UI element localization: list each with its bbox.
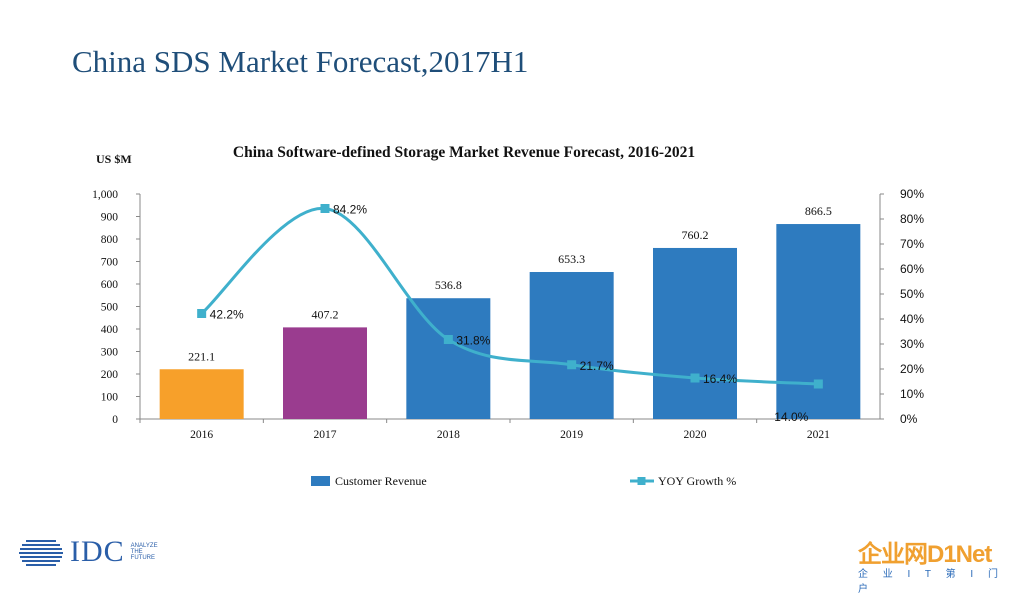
revenue-bar-label: 760.2 xyxy=(682,228,709,242)
revenue-bar xyxy=(159,369,244,419)
y-left-tick-label: 0 xyxy=(112,414,118,426)
y-left-tick-label: 1,000 xyxy=(92,189,118,201)
yoy-growth-line xyxy=(200,206,819,386)
watermark-subtext: 企 业 I T 第 I 门 户 xyxy=(858,569,1004,595)
y-left-tick-label: 300 xyxy=(101,347,119,359)
y-left-tick-label: 800 xyxy=(101,234,119,246)
idc-logo-text: IDC xyxy=(70,535,125,568)
yoy-growth-point xyxy=(320,204,330,213)
yoy-growth-point xyxy=(443,335,453,344)
revenue-bar xyxy=(653,247,737,419)
yoy-growth-label: 21.7% xyxy=(580,359,614,373)
y-left-tick-label: 900 xyxy=(101,212,119,224)
y-right-tick-label: 50% xyxy=(900,287,924,301)
watermark-text: 企业网D1Net xyxy=(858,541,992,568)
y-right-tick-label: 30% xyxy=(900,337,924,351)
revenue-bar xyxy=(529,272,614,419)
chart-title: China Software-defined Storage Market Re… xyxy=(233,144,695,161)
revenue-bar-label: 407.2 xyxy=(312,307,339,321)
yoy-growth-label: 16.4% xyxy=(703,372,737,386)
legend-swatch-customer-revenue xyxy=(311,476,330,486)
idc-logo-tagline: ANALYZE THE FUTURE xyxy=(130,543,158,561)
yoy-growth-label: 31.8% xyxy=(456,334,490,348)
y-right-tick-label: 0% xyxy=(900,412,918,426)
d1net-watermark: 企业网D1Net 企 业 I T 第 I 门 户 xyxy=(858,534,1016,595)
legend-label-yoy-growth: YOY Growth % xyxy=(658,474,736,488)
idc-logo: IDC ANALYZE THE FUTURE xyxy=(18,535,158,568)
slide-title: China SDS Market Forecast,2017H1 xyxy=(72,44,529,79)
legend-label-customer-revenue: Customer Revenue xyxy=(335,474,427,488)
y-right-tick-label: 20% xyxy=(900,362,924,376)
y-axis-unit-label: US $M xyxy=(96,152,132,166)
x-tick-label: 2020 xyxy=(684,429,707,441)
y-left-tick-label: 500 xyxy=(101,302,119,314)
yoy-growth-point xyxy=(690,373,700,383)
x-tick-label: 2018 xyxy=(437,429,460,441)
yoy-growth-point xyxy=(813,379,823,389)
y-left-tick-label: 200 xyxy=(101,369,119,381)
yoy-growth-label: 42.2% xyxy=(210,308,244,322)
yoy-growth-label: 14.0% xyxy=(774,410,808,424)
x-tick-label: 2019 xyxy=(560,429,583,441)
legend-marker-yoy-growth xyxy=(637,477,646,485)
revenue-bar xyxy=(776,224,861,419)
x-tick-label: 2021 xyxy=(807,429,830,441)
revenue-bar-label: 653.3 xyxy=(558,252,585,266)
y-left-tick-label: 600 xyxy=(101,279,119,291)
y-right-tick-label: 80% xyxy=(900,212,924,226)
revenue-bar xyxy=(283,327,367,419)
yoy-growth-point xyxy=(197,309,207,318)
y-left-tick-label: 400 xyxy=(101,324,119,336)
revenue-bar-label: 866.5 xyxy=(805,204,832,218)
revenue-bar xyxy=(406,298,491,419)
yoy-growth-point xyxy=(567,360,577,370)
y-right-tick-label: 70% xyxy=(900,237,924,251)
y-right-tick-label: 10% xyxy=(900,387,924,401)
globe-icon xyxy=(19,540,63,566)
y-right-tick-label: 40% xyxy=(900,312,924,326)
y-left-tick-label: 700 xyxy=(101,257,119,269)
revenue-forecast-chart: China Software-defined Storage Market Re… xyxy=(92,144,924,488)
x-tick-label: 2016 xyxy=(190,429,213,441)
revenue-bar-label: 536.8 xyxy=(435,278,462,292)
yoy-growth-label: 84.2% xyxy=(333,203,367,217)
y-right-tick-label: 60% xyxy=(900,262,924,276)
revenue-bar-label: 221.1 xyxy=(188,349,215,363)
x-tick-label: 2017 xyxy=(314,429,337,441)
y-right-tick-label: 90% xyxy=(900,187,924,201)
y-left-tick-label: 100 xyxy=(101,392,119,404)
